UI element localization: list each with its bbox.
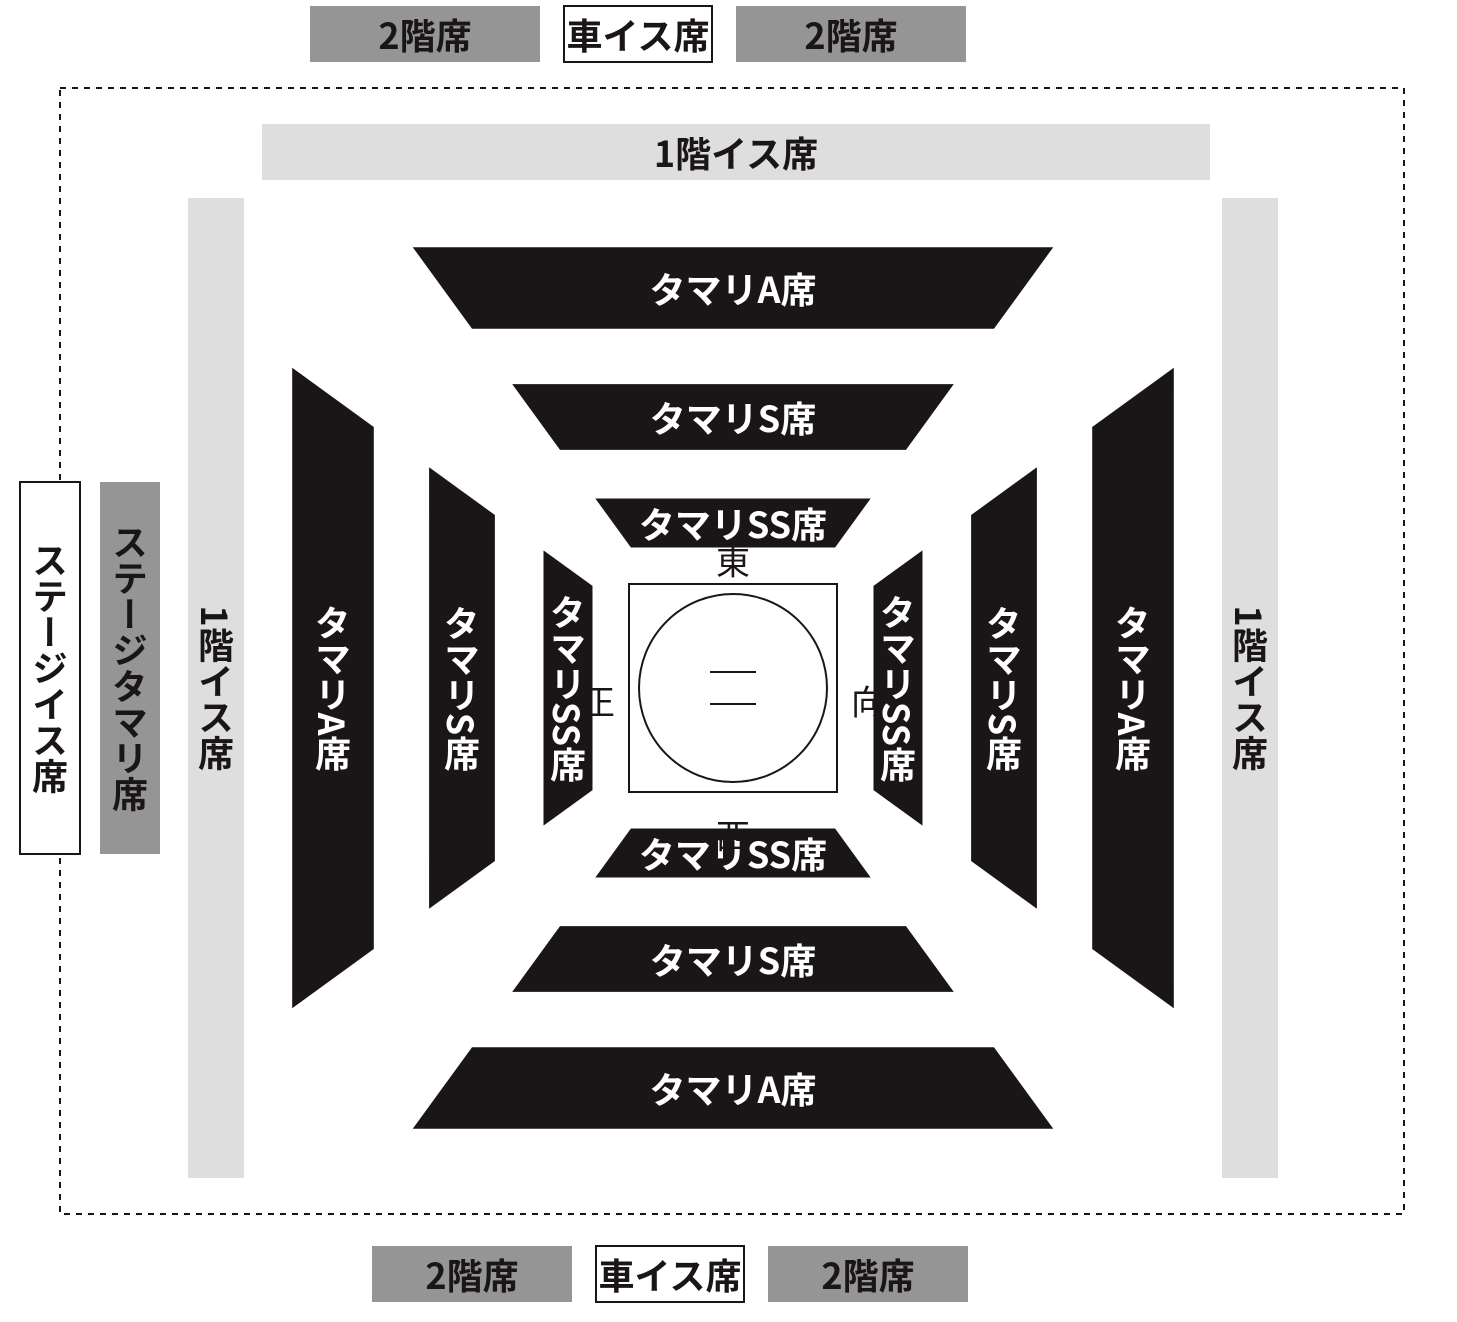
top-row-top_wc-label: 車イス席 <box>567 8 710 60</box>
direction-left: 正 <box>581 676 615 725</box>
bottom-row-bot_wc-label: 車イス席 <box>599 1248 742 1300</box>
tamari-s-left-label: タマリS席 <box>436 605 488 771</box>
tamari-s-right-label: タマリS席 <box>978 605 1030 771</box>
tamari-a-right-label: タマリA席 <box>1107 604 1159 771</box>
direction-top: 東 <box>716 536 750 585</box>
stage-isu-label: ステージイス席 <box>24 542 76 794</box>
first-floor-right-label: 1階イス席 <box>1224 605 1276 770</box>
direction-right: 向 <box>851 676 885 725</box>
tamari-a-top-label: タマリA席 <box>649 262 816 314</box>
top-row-top_2f_left-label: 2階席 <box>378 8 471 60</box>
dohyo-square <box>629 584 837 792</box>
top-row-top_2f_right-label: 2階席 <box>804 8 897 60</box>
tamari-s-bottom-label: タマリS席 <box>650 933 816 985</box>
bottom-row-bot_2f_right-label: 2階席 <box>821 1248 914 1300</box>
tamari-a-bottom-label: タマリA席 <box>649 1062 816 1114</box>
bottom-row-bot_2f_left-label: 2階席 <box>425 1248 518 1300</box>
stage-tamari-label: ステージタマリ席 <box>104 524 156 812</box>
tamari-a-left-label: タマリA席 <box>307 604 359 771</box>
first-floor-top-label: 1階イス席 <box>654 126 818 178</box>
tamari-s-top-label: タマリS席 <box>650 391 816 443</box>
first-floor-left-label: 1階イス席 <box>190 605 242 770</box>
direction-bottom: 西 <box>716 810 750 859</box>
